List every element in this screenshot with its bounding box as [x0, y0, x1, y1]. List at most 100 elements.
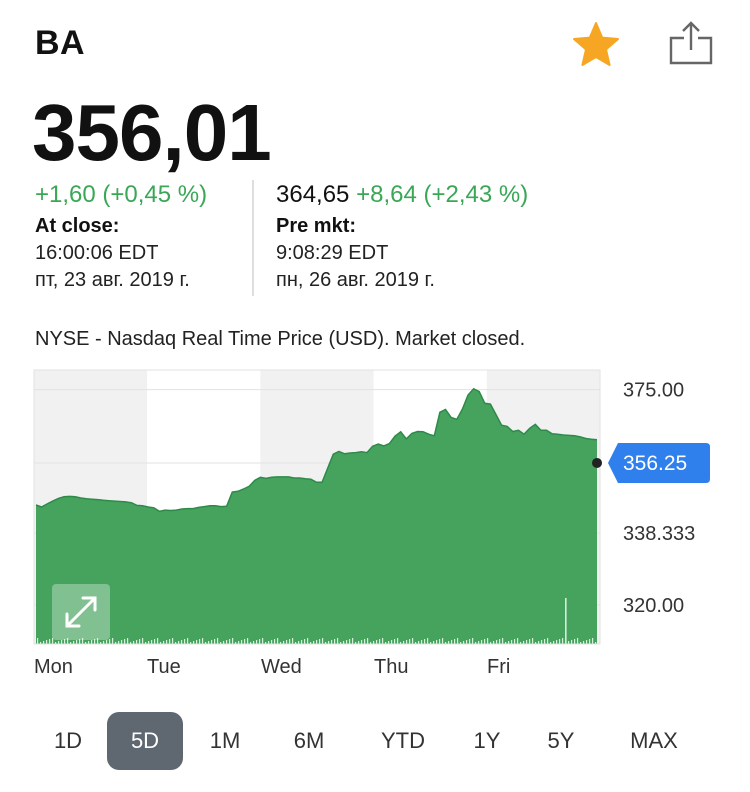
volume-bar: [205, 642, 207, 644]
volume-bar: [142, 638, 144, 644]
volume-bar: [436, 640, 438, 644]
volume-bar: [469, 639, 471, 644]
volume-bar: [427, 638, 429, 644]
volume-bar: [577, 638, 579, 644]
volume-bar: [403, 641, 405, 644]
volume-bar: [451, 640, 453, 644]
volume-bar: [481, 640, 483, 644]
volume-bar: [322, 638, 324, 644]
volume-bar: [352, 638, 354, 644]
volume-bar: [259, 639, 261, 644]
volume-bar: [181, 640, 183, 644]
volume-bar: [52, 638, 54, 644]
volume-bar: [97, 638, 99, 644]
volume-bar: [292, 638, 294, 644]
volume-bar: [88, 641, 90, 644]
volume-bar: [163, 641, 165, 644]
volume-bar: [211, 640, 213, 644]
volume-bar: [586, 640, 588, 644]
volume-bar: [529, 639, 531, 644]
volume-bar: [556, 640, 558, 644]
volume-bar: [346, 640, 348, 644]
x-tick-label: Tue: [147, 656, 181, 678]
volume-bar: [517, 638, 519, 644]
volume-bar: [460, 642, 462, 644]
volume-bar: [289, 639, 291, 644]
volume-bar: [454, 639, 456, 644]
volume-bar: [499, 639, 501, 644]
volume-bar: [595, 642, 597, 644]
volume-bar: [574, 639, 576, 644]
y-tick-label: 338.333: [623, 523, 695, 545]
volume-bar: [121, 640, 123, 644]
volume-bar: [340, 642, 342, 644]
volume-bar: [238, 641, 240, 644]
volume-bar: [115, 642, 117, 644]
last-point: [592, 457, 602, 468]
range-ytd[interactable]: YTD: [381, 728, 425, 753]
volume-bar: [592, 638, 594, 644]
volume-bar: [445, 642, 447, 644]
volume-bar: [136, 640, 138, 644]
current-price-marker: [608, 442, 710, 483]
volume-bar: [328, 641, 330, 644]
volume-bar: [286, 640, 288, 644]
range-5y[interactable]: 5Y: [547, 728, 575, 753]
volume-bar: [412, 638, 414, 644]
volume-bar: [184, 639, 186, 644]
volume-bar: [511, 640, 513, 644]
volume-bar: [244, 639, 246, 644]
star-icon[interactable]: [570, 20, 622, 68]
volume-bar: [343, 641, 345, 644]
premarket-date: пн, 26 авг. 2019 г.: [276, 269, 435, 291]
volume-bar: [133, 641, 135, 644]
close-time: 16:00:06 EDT: [35, 242, 159, 264]
price-chart[interactable]: 375.00 338.333 320.00 Mon Tue Wed Thu Fri 356.…: [0, 360, 750, 690]
range-6m[interactable]: 6M: [293, 728, 325, 753]
volume-bar: [298, 641, 300, 644]
volume-bar: [241, 640, 243, 644]
volume-bar: [382, 638, 384, 644]
volume-bar: [85, 642, 87, 644]
volume-bar: [274, 639, 276, 644]
volume-bar: [61, 640, 63, 644]
volume-bar: [550, 642, 552, 644]
volume-bar: [250, 642, 252, 644]
range-max[interactable]: MAX: [630, 728, 678, 753]
current-price-label: 356.25: [623, 452, 687, 475]
range-1d[interactable]: 1D: [53, 728, 83, 753]
volume-bar: [334, 639, 336, 644]
volume-bar: [388, 641, 390, 644]
range-1m[interactable]: 1M: [209, 728, 241, 753]
volume-bar: [187, 638, 189, 644]
range-1y[interactable]: 1Y: [473, 728, 501, 753]
share-icon[interactable]: [668, 20, 714, 66]
volume-bar: [58, 641, 60, 644]
volume-bar: [256, 640, 258, 644]
volume-bar: [208, 641, 210, 644]
volume-bar: [400, 642, 402, 644]
volume-bar: [55, 642, 57, 644]
expand-icon[interactable]: [52, 584, 110, 640]
volume-bar: [319, 639, 321, 644]
volume-bar: [112, 638, 114, 644]
volume-bar: [466, 640, 468, 644]
close-label: At close:: [35, 215, 120, 237]
volume-bar: [124, 639, 126, 644]
volume-bar: [571, 640, 573, 644]
volume-bar: [127, 638, 129, 644]
volume-bar: [472, 638, 474, 644]
volume-bar: [37, 638, 39, 644]
volume-bar: [463, 641, 465, 644]
volume-bar: [316, 640, 318, 644]
volume-bar: [457, 638, 459, 644]
volume-bar: [223, 641, 225, 644]
volume-bar: [313, 641, 315, 644]
volume-bar: [385, 642, 387, 644]
close-change: +1,60 (+0,45 %): [35, 181, 208, 208]
divider: [252, 180, 254, 296]
premarket-info: 364,65 +8,64 (+2,43 %) Pre mkt: 9:08:29 …: [276, 180, 528, 294]
volume-bar: [166, 640, 168, 644]
range-5d[interactable]: 5D: [107, 712, 183, 770]
x-tick-label: Wed: [261, 656, 302, 678]
